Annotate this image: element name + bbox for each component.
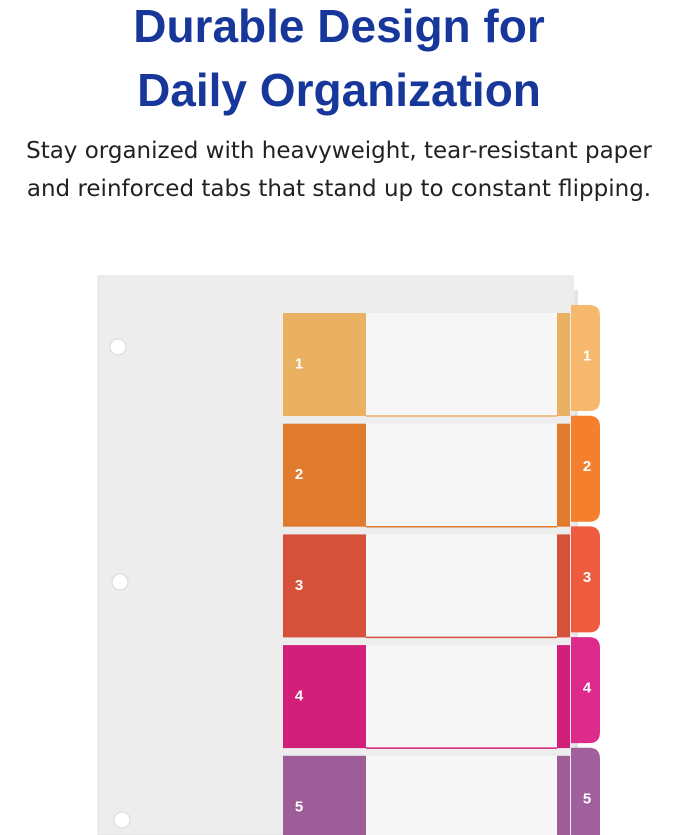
color-block — [283, 755, 366, 835]
row-number: 2 — [295, 466, 303, 483]
punch-hole — [109, 338, 127, 356]
row-number: 1 — [295, 355, 303, 372]
color-strip — [557, 313, 570, 416]
color-block — [283, 645, 366, 749]
title-line: Daily Organization — [137, 64, 541, 116]
tab — [571, 526, 600, 633]
color-block — [283, 423, 366, 527]
tab — [571, 415, 600, 522]
subtitle-line: and reinforced tabs that stand up to con… — [27, 176, 651, 202]
row-background — [366, 423, 557, 527]
row-number: 4 — [295, 688, 304, 705]
tab — [571, 747, 600, 835]
tab-number: 2 — [583, 458, 591, 475]
color-block — [283, 534, 366, 638]
row-number: 3 — [295, 577, 303, 594]
row-number: 5 — [295, 798, 303, 815]
color-strip — [557, 755, 570, 835]
row-background — [366, 534, 557, 638]
tab-number: 3 — [583, 569, 591, 586]
punch-hole — [113, 811, 131, 829]
tab-number: 5 — [583, 790, 591, 807]
color-strip — [557, 645, 570, 749]
color-strip — [557, 423, 570, 527]
tab — [571, 305, 600, 411]
row-background — [366, 313, 557, 416]
punch-hole — [111, 573, 129, 591]
subtitle-line: Stay organized with heavyweight, tear-re… — [26, 138, 652, 164]
row-background — [366, 755, 557, 835]
row-background — [366, 645, 557, 749]
title-line: Durable Design for — [133, 0, 545, 52]
color-strip — [557, 534, 570, 638]
tab-number: 4 — [583, 680, 592, 697]
color-block — [283, 313, 366, 416]
tab-number: 1 — [583, 347, 591, 364]
tab — [571, 637, 600, 744]
divider-rows: 1 1 2 2 3 3 4 4 5 5 — [283, 305, 600, 835]
